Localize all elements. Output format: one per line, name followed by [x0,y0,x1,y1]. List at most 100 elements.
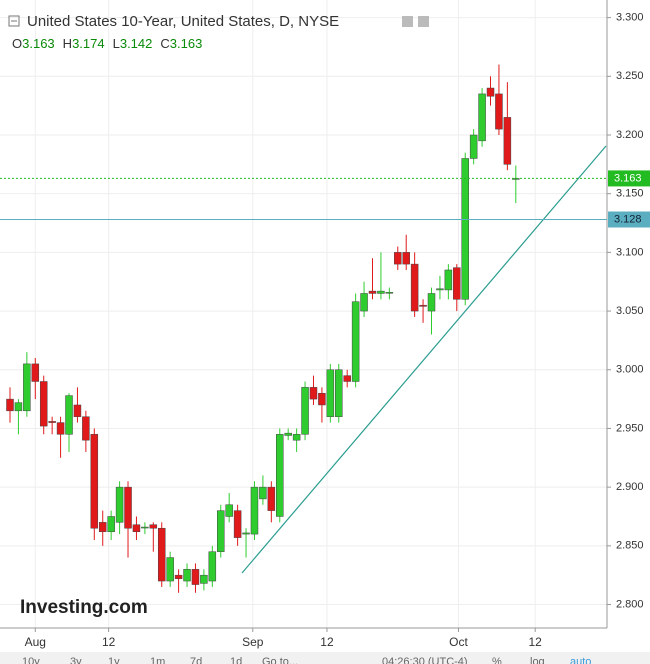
price-label-box [608,211,650,228]
candle-body [444,269,453,291]
toolbar-item[interactable]: 10y [22,656,40,664]
candle-body [410,263,419,312]
candle-body [174,574,183,579]
candle-body [225,504,233,517]
y-tick-label: 3.150 [616,188,644,200]
candle-body [141,526,149,529]
x-tick-label: Oct [449,635,468,649]
toolbar-item[interactable]: 1y [108,656,120,664]
ohlc-value: 3.163 [22,36,55,51]
candle-body [14,402,23,412]
y-tick-label: 3.050 [616,305,644,317]
candle-body [335,369,343,417]
y-tick-label: 2.950 [616,422,644,434]
toolbar-item[interactable]: 1m [150,656,165,664]
toolbar-item[interactable]: log [530,656,545,664]
x-tick-label: 12 [320,635,334,649]
candle-body [343,375,351,382]
candle-body [98,522,107,532]
settings-icon[interactable] [402,16,413,27]
toolbar [0,652,650,664]
candle-body [124,486,132,529]
toolbar-items: 10y 3y 1y 1m 7d 1d Go to... 04:26:30 (UTC-4)% lo… [22,656,591,664]
candle-body [39,381,48,427]
candle-body [90,434,99,529]
toolbar-item[interactable]: % [492,656,502,664]
candle-body [132,524,141,532]
candle-body [486,87,495,97]
candle-body [6,398,14,412]
candle-body [453,267,461,300]
candle-body [82,416,90,441]
candle-body [250,486,259,535]
toolbar-item[interactable]: Go to... [262,656,298,664]
y-tick-label: 2.850 [616,540,644,552]
candle-body [259,486,267,500]
candle-body [309,387,318,400]
candle-body [31,363,40,382]
ohlc-key: O [12,36,22,51]
candle-body [385,292,394,294]
x-tick-label: Sep [242,635,264,649]
candle-body [48,421,56,423]
toolbar-item[interactable]: 3y [70,656,82,664]
ohlc-legend: O3.163 H3.174 L3.142 C3.163 [12,36,202,51]
toolbar-item[interactable]: 04:26:30 (UTC-4) [382,656,468,664]
toolbar-item[interactable]: 1d [230,656,242,664]
y-tick-label: 3.100 [616,246,644,258]
candles [6,64,520,593]
candle-body [394,252,402,265]
y-tick-label: 3.000 [616,364,644,376]
ohlc-value: 3.174 [72,36,105,51]
x-tick-label: 12 [529,635,543,649]
toolbar-item[interactable]: auto [570,656,591,664]
candle-body [183,569,191,582]
candle-body [267,486,276,511]
candle-body [242,532,250,535]
ohlc-value: 3.163 [170,36,203,51]
y-tick-label: 2.900 [616,481,644,493]
candle-body [427,293,436,312]
candle-body [436,288,444,291]
candle-body [478,93,486,142]
y-tick-label: 2.800 [616,598,644,610]
price-label: 3.128 [614,213,642,225]
candle-body [461,158,469,300]
candle-body [326,369,335,417]
candle-body [107,516,115,532]
candle-body [217,510,225,552]
logo: Investing.com [20,597,148,618]
candle-body [402,252,410,265]
candle-body [318,392,326,406]
candle-body [351,301,360,382]
candle-body [149,524,158,529]
settings-icon[interactable] [418,16,429,27]
x-tick-label: 12 [102,635,116,649]
candle-body [368,290,377,294]
candle-body [503,117,512,165]
ohlc-key: C [160,36,169,51]
chart-title: United States 10-Year, United States, D,… [27,13,339,30]
candle-body [157,527,166,582]
x-tick-label: Aug [25,635,46,649]
toolbar-item[interactable]: 7d [190,656,202,664]
y-tick-label: 3.300 [616,12,644,24]
candle-body [495,93,503,130]
ohlc-key: L [113,36,120,51]
candle-body [200,574,208,584]
y-tick-label: 3.250 [616,70,644,82]
candle-body [65,395,73,435]
candle-body [276,434,284,517]
price-label-box [608,170,650,187]
candle-body [360,293,368,312]
ohlc-value: 3.142 [120,36,153,51]
candle-body [208,551,217,582]
candle-body [115,486,124,523]
ohlc-key: H [63,36,72,51]
candle-body [233,510,242,538]
price-label: 3.163 [614,172,642,184]
collapse-icon[interactable] [8,15,20,27]
candle-body [301,387,309,435]
